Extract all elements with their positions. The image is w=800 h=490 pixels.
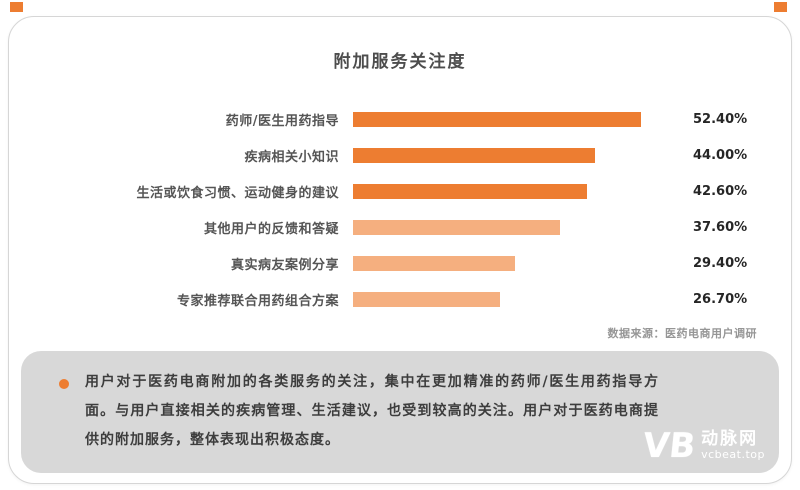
bar: [353, 255, 515, 271]
value-label: 29.40%: [693, 255, 748, 271]
value-label: 52.40%: [693, 111, 748, 127]
chart-row: 其他用户的反馈和答疑 37.60%: [39, 209, 761, 245]
bar: [353, 111, 642, 127]
bar-track: [353, 255, 683, 271]
bar-track: [353, 147, 683, 163]
bar-track: [353, 291, 683, 307]
bar-track: [353, 219, 683, 235]
chart-card: 附加服务关注度 药师/医生用药指导 52.40% 疾病相关小知识 44.00% 生活或饮…: [8, 16, 792, 484]
value-label: 42.60%: [693, 183, 748, 199]
category-label: 疾病相关小知识: [244, 149, 339, 165]
chart-row: 药师/医生用药指导 52.40%: [39, 101, 761, 137]
vb-logo-icon: VB: [640, 426, 698, 466]
summary-panel: 用户对于医药电商附加的各类服务的关注，集中在更加精准的药师/医生用药指导方面。与…: [21, 351, 779, 473]
bar-track: [353, 111, 683, 127]
value-label: 37.60%: [693, 219, 748, 235]
corner-accent-right-icon: [774, 2, 787, 12]
category-label: 生活或饮食习惯、运动健身的建议: [136, 185, 339, 201]
bar: [353, 147, 595, 163]
bar: [353, 291, 500, 307]
value-label: 44.00%: [693, 147, 748, 163]
category-label: 真实病友案例分享: [230, 257, 339, 273]
category-label: 药师/医生用药指导: [225, 113, 339, 129]
chart-row: 疾病相关小知识 44.00%: [39, 137, 761, 173]
chart-rows: 药师/医生用药指导 52.40% 疾病相关小知识 44.00% 生活或饮食习惯、运动健身…: [39, 101, 761, 317]
chart-row: 真实病友案例分享 29.40%: [39, 245, 761, 281]
bar-chart: 药师/医生用药指导 52.40% 疾病相关小知识 44.00% 生活或饮食习惯、运动健身…: [39, 101, 761, 341]
bar-track: [353, 183, 683, 199]
vcbeat-logo: VB 动脉网 vcbeat.top: [640, 426, 765, 466]
logo-domain: vcbeat.top: [701, 448, 765, 462]
logo-name: 动脉网: [701, 428, 759, 449]
category-label: 其他用户的反馈和答疑: [203, 221, 339, 237]
data-source-note: 数据来源：医药电商用户调研: [607, 327, 757, 340]
chart-row: 生活或饮食习惯、运动健身的建议 42.60%: [39, 173, 761, 209]
chart-row: 专家推荐联合用药组合方案 26.70%: [39, 281, 761, 317]
bar: [353, 219, 560, 235]
bullet-icon: [59, 379, 69, 389]
value-label: 26.70%: [693, 291, 748, 307]
corner-accent-left-icon: [10, 2, 23, 12]
category-label: 专家推荐联合用药组合方案: [176, 293, 339, 309]
logo-text-block: 动脉网 vcbeat.top: [701, 428, 765, 462]
summary-text: 用户对于医药电商附加的各类服务的关注，集中在更加精准的药师/医生用药指导方面。与…: [85, 374, 659, 448]
chart-title: 附加服务关注度: [333, 52, 467, 72]
bar: [353, 183, 588, 199]
